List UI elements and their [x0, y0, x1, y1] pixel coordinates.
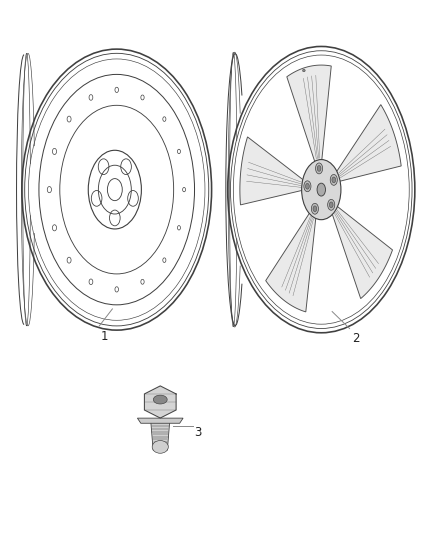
Ellipse shape	[328, 199, 335, 210]
Polygon shape	[138, 418, 183, 423]
Ellipse shape	[317, 183, 325, 196]
Polygon shape	[151, 421, 170, 450]
Ellipse shape	[302, 159, 341, 220]
Ellipse shape	[152, 441, 168, 453]
Ellipse shape	[313, 206, 317, 212]
Polygon shape	[287, 65, 331, 163]
Polygon shape	[240, 137, 304, 205]
Ellipse shape	[306, 183, 309, 189]
Text: 2: 2	[352, 332, 360, 345]
Ellipse shape	[330, 174, 337, 185]
Ellipse shape	[317, 166, 321, 171]
Text: 1: 1	[101, 329, 108, 343]
Ellipse shape	[303, 69, 305, 72]
Ellipse shape	[329, 202, 333, 208]
Ellipse shape	[311, 203, 318, 214]
Ellipse shape	[315, 163, 323, 174]
Ellipse shape	[153, 395, 167, 404]
Polygon shape	[332, 206, 392, 298]
Polygon shape	[145, 386, 176, 418]
Ellipse shape	[332, 177, 336, 183]
Polygon shape	[266, 212, 316, 312]
Text: 3: 3	[194, 425, 202, 439]
Polygon shape	[336, 104, 401, 181]
Ellipse shape	[304, 181, 311, 192]
